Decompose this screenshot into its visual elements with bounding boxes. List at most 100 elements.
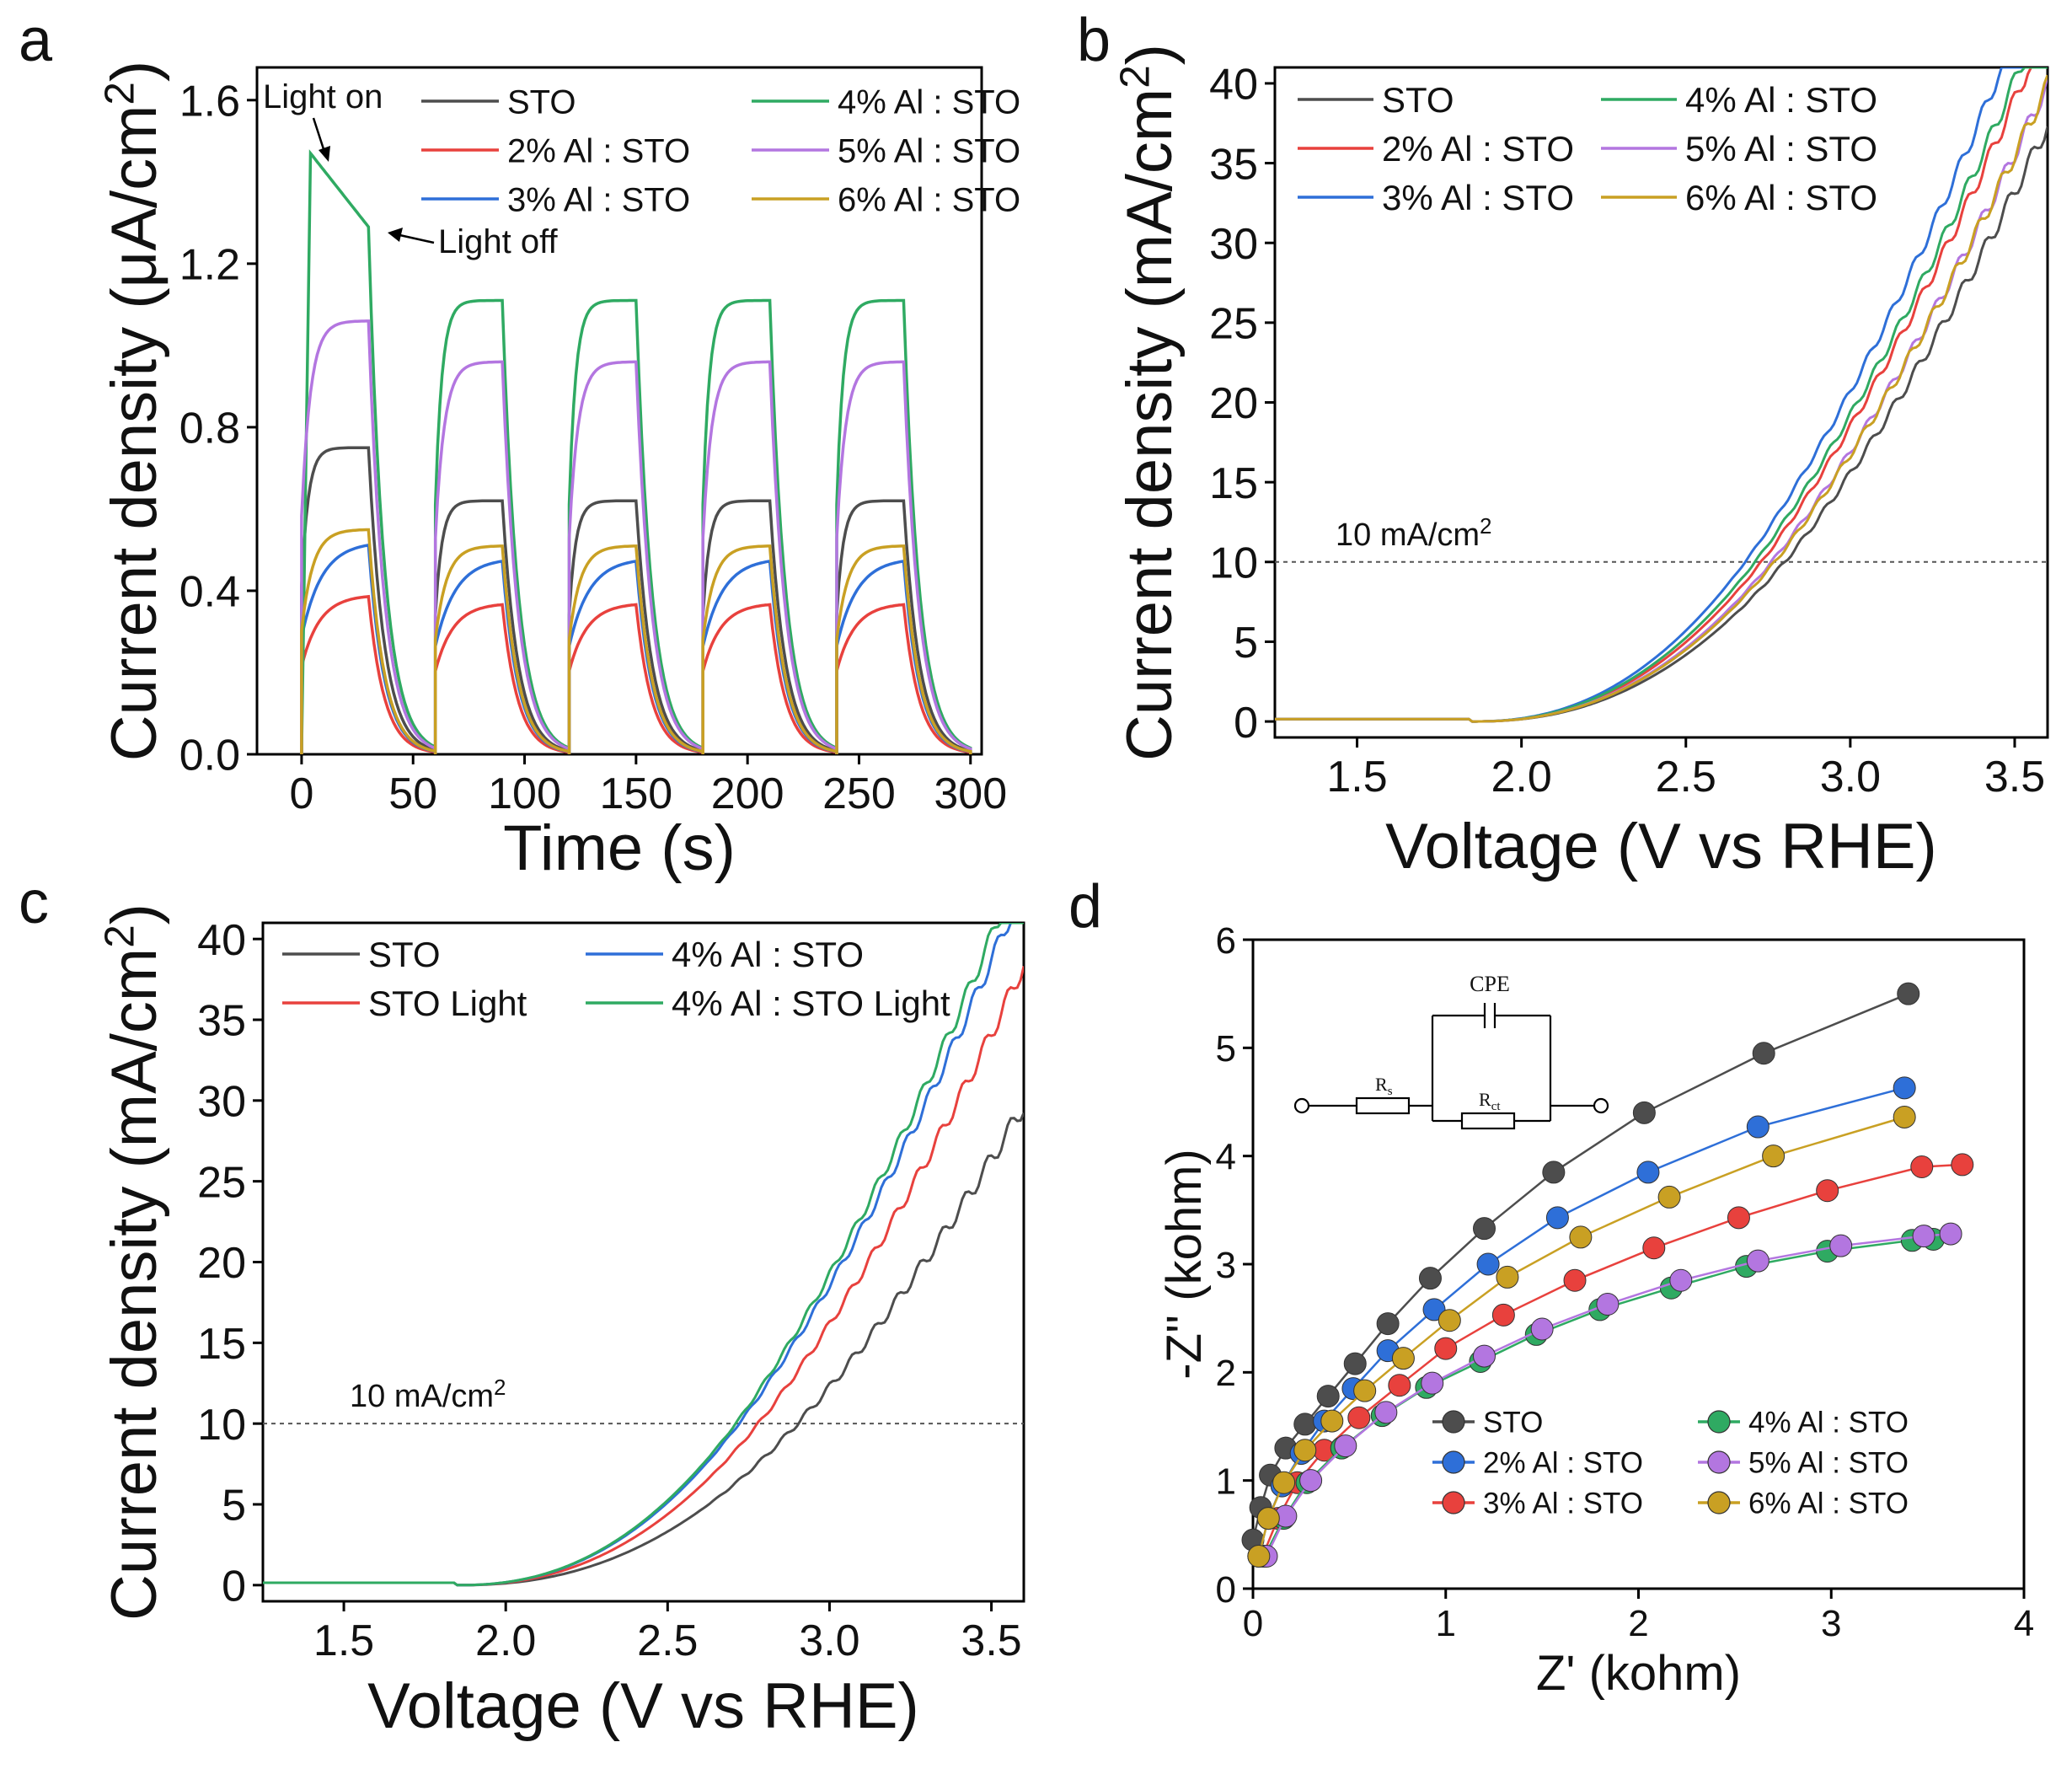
y-tick-label: 35: [1209, 140, 1258, 189]
data-point: [1473, 1344, 1496, 1368]
legend-label: 4% Al : STO: [1748, 1407, 1909, 1439]
data-point: [1596, 1292, 1620, 1316]
y-tick-label: 6: [1216, 920, 1236, 962]
legend-entry: STO: [421, 83, 576, 121]
data-point: [1563, 1268, 1587, 1292]
legend-entry: 3% Al : STO: [1432, 1488, 1643, 1520]
y-tick-label: 1: [1216, 1461, 1236, 1503]
data-point: [1353, 1379, 1377, 1402]
y-tick-label: 10: [197, 1401, 246, 1450]
legend-entry: STO: [1432, 1407, 1543, 1439]
x-tick-label: 2.0: [1491, 753, 1552, 801]
panel-d-nyquist-plot: d 0 1 2 3 4 0 1 2 3 4 5 6 Z' (kohm) -Z'' (kohm) CPE Rs Rc…: [1068, 873, 2034, 1701]
y-tick-label: 10: [1209, 539, 1258, 588]
y-tick-label: 0.8: [179, 405, 240, 453]
data-point: [1343, 1352, 1367, 1375]
panel-letter: a: [19, 7, 53, 74]
data-point: [1939, 1222, 1962, 1246]
legend-entry: 6% Al : STO: [1601, 178, 1877, 217]
data-point: [1334, 1434, 1357, 1458]
reference-label: 10 mA/cm2: [1336, 513, 1492, 553]
data-point: [1476, 1252, 1500, 1276]
data-point: [1376, 1312, 1400, 1336]
y-tick-label: 30: [197, 1078, 246, 1127]
data-point: [1491, 1303, 1515, 1327]
y-tick-label: 35: [197, 997, 246, 1046]
legend-marker: [1707, 1410, 1731, 1434]
y-tick-label: 15: [197, 1320, 246, 1369]
annotation-light-on: Light on: [263, 78, 383, 115]
legend-label: 5% Al : STO: [1748, 1447, 1909, 1480]
x-tick-label: 0: [289, 769, 313, 818]
series-line: [1257, 1086, 1905, 1557]
panel-c-lsv-light-comparison: c 1.5 2.0 2.5 3.0 3.5 0 5 10 15 20 25 30 35 40 Voltage …: [19, 869, 1025, 1742]
y-tick-label: 20: [197, 1239, 246, 1288]
legend-label: 3% Al : STO: [1382, 178, 1574, 217]
x-tick-label: 2: [1628, 1603, 1648, 1644]
legend-label: 3% Al : STO: [1483, 1488, 1643, 1520]
y-tick-label: 5: [1234, 619, 1258, 667]
legend-entry: 2% Al : STO: [1432, 1447, 1643, 1480]
y-tick-label: 40: [1209, 61, 1258, 110]
arrow-head: [319, 146, 330, 162]
data-point: [1316, 1385, 1340, 1408]
series-line: [300, 528, 972, 754]
y-axis-title: Current density (mA/cm2): [96, 903, 170, 1621]
y-axis-title: -Z'' (kohm): [1157, 1149, 1212, 1379]
y-tick-label: 4: [1216, 1137, 1236, 1178]
x-tick-label: 2.5: [1656, 753, 1716, 801]
series-line: [263, 966, 1024, 1587]
legend-label: 6% Al : STO: [1748, 1488, 1909, 1520]
data-point: [1434, 1337, 1458, 1360]
legend-label: 6% Al : STO: [1685, 178, 1877, 217]
panel-a-transient-photocurrent: a 0 50 100 150 200 250 300 0.0 0.4 0.8 1.2 1.6 Time (…: [19, 7, 1020, 884]
data-point: [1669, 1268, 1693, 1292]
reference-label: 10 mA/cm2: [350, 1375, 506, 1414]
data-point: [1347, 1406, 1371, 1429]
legend-label: 2% Al : STO: [1382, 129, 1574, 169]
data-point: [1421, 1371, 1444, 1395]
circuit-label-cpe: CPE: [1470, 972, 1510, 996]
x-tick-label: 2.5: [637, 1616, 698, 1665]
series-line: [300, 149, 972, 755]
x-tick-label: 1.5: [313, 1616, 374, 1665]
data-point: [1829, 1234, 1853, 1257]
series-line: [1275, 74, 2048, 723]
data-point: [1256, 1507, 1280, 1530]
legend-label: STO: [1382, 80, 1454, 120]
equivalent-circuit: CPE Rs Rct: [1293, 972, 1609, 1130]
series-line: [263, 923, 1024, 1587]
legend-label: STO: [507, 83, 576, 121]
x-tick-label: 2.0: [475, 1616, 536, 1665]
arrow-head: [388, 228, 403, 242]
legend-entry: 3% Al : STO: [421, 181, 690, 218]
y-tick-label: 25: [1209, 300, 1258, 349]
x-tick-label: 50: [388, 769, 437, 818]
panel-letter: d: [1068, 873, 1102, 941]
x-tick-label: 250: [822, 769, 896, 818]
legend-entry: 4% Al : STO Light: [586, 984, 950, 1023]
y-tick-label: 0: [1216, 1569, 1236, 1611]
data-point: [1752, 1042, 1775, 1065]
legend-entry: 2% Al : STO: [421, 132, 690, 169]
legend-entry: 3% Al : STO: [1298, 178, 1574, 217]
y-axis-title: Current density (μA/cm2): [96, 61, 170, 761]
y-tick-label: 30: [1209, 220, 1258, 269]
x-tick-label: 3: [1821, 1603, 1841, 1644]
data-point: [1893, 1076, 1916, 1100]
legend-marker: [1707, 1450, 1731, 1474]
legend-entry: 6% Al : STO: [1698, 1488, 1909, 1520]
data-point: [1762, 1144, 1786, 1168]
data-point: [1727, 1206, 1750, 1230]
data-point: [1951, 1153, 1974, 1177]
panel-b-lsv-curves: b 1.5 2.0 2.5 3.0 3.5 0 5 10 15 20 25 30 35 40 Voltage …: [1077, 7, 2049, 882]
legend-label: 4% Al : STO: [838, 83, 1020, 121]
legend-entry: 5% Al : STO: [752, 132, 1020, 169]
data-point: [1272, 1471, 1296, 1494]
x-tick-label: 100: [488, 769, 561, 818]
x-tick-label: 3.0: [1820, 753, 1881, 801]
legend-label: 6% Al : STO: [838, 181, 1020, 218]
data-point: [1816, 1179, 1839, 1203]
x-tick-label: 1.5: [1326, 753, 1387, 801]
y-tick-label: 15: [1209, 459, 1258, 508]
